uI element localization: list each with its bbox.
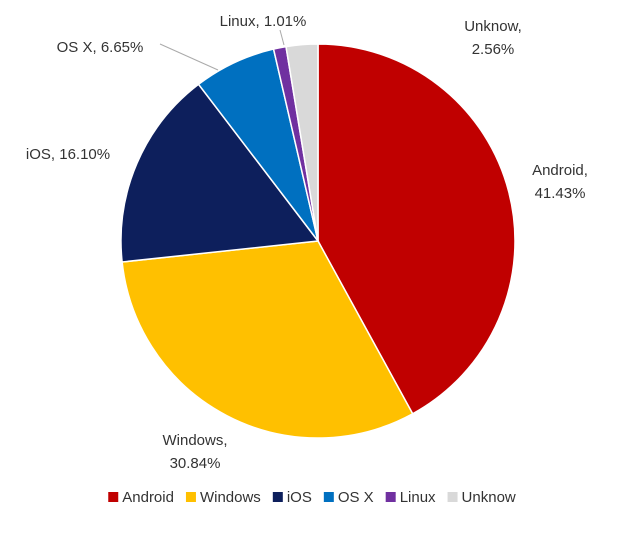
legend-swatch [323,492,334,502]
legend-label: iOS [287,489,312,506]
data-label: OS X, 6.65% [57,39,144,56]
leader-line [279,29,285,46]
legend-swatch [447,492,458,502]
legend-swatch [272,492,283,502]
pie-slice [121,240,414,439]
data-label: Unknow, 2.56% [464,18,522,58]
legend-swatch [108,492,119,502]
data-label: iOS, 16.10% [26,146,110,163]
legend-swatch [385,492,396,502]
data-label: Windows, 30.84% [162,432,227,472]
legend-swatch [185,492,196,502]
legend: Android Windows iOS OS X Linux Unknow [108,489,516,506]
data-label: Android, 41.43% [532,162,588,202]
leader-line [159,43,219,71]
legend-label: Linux [400,489,436,506]
legend-label: Windows [200,489,261,506]
pie-slice [120,83,320,263]
pie-slice [285,43,319,242]
legend-label: OS X [338,489,374,506]
data-label: Linux, 1.01% [220,13,307,30]
legend-label: Unknow [462,489,516,506]
legend-label: Android [122,489,174,506]
pie-slice [317,43,516,415]
